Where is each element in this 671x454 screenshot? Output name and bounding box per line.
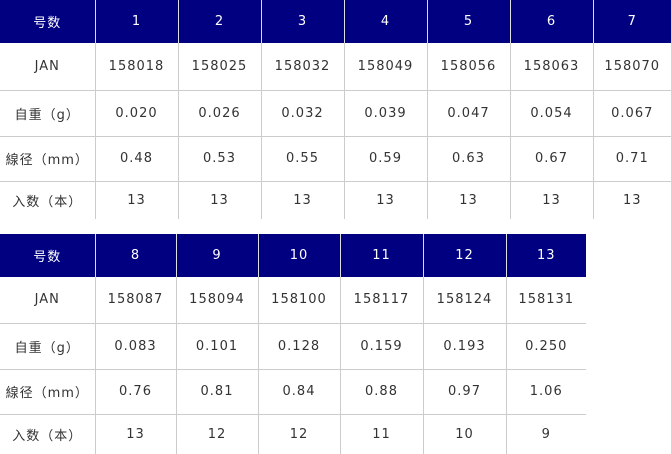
row-label-cell: 入数（本） — [0, 181, 96, 219]
value-cell: 0.48 — [95, 136, 179, 182]
value-cell: 0.88 — [340, 369, 424, 415]
value-cell: 0.101 — [176, 323, 259, 370]
value-cell: 13 — [510, 181, 594, 219]
value-cell: 0.63 — [427, 136, 511, 182]
value-cell: 158032 — [261, 43, 345, 91]
table-row: 自重（g） 0.020 0.026 0.032 0.039 0.047 0.054 0.067 — [0, 90, 671, 137]
value-cell: 0.53 — [178, 136, 262, 182]
size-number-cell: 9 — [176, 234, 259, 277]
value-cell: 0.032 — [261, 90, 345, 137]
table-row: JAN 158018 158025 158032 158049 158056 158063 1… — [0, 43, 671, 91]
value-cell: 158124 — [423, 277, 507, 324]
value-cell: 158131 — [506, 277, 586, 324]
row-label-cell: 自重（g） — [0, 90, 96, 137]
value-cell: 0.083 — [95, 323, 177, 370]
value-cell: 0.84 — [258, 369, 341, 415]
value-cell: 0.128 — [258, 323, 341, 370]
size-number-cell: 10 — [258, 234, 341, 277]
value-cell: 11 — [340, 414, 424, 454]
value-cell: 0.55 — [261, 136, 345, 182]
value-cell: 158049 — [344, 43, 428, 91]
table-row: 入数（本） 13 13 13 13 13 13 13 — [0, 181, 671, 219]
value-cell: 12 — [176, 414, 259, 454]
row-label-cell: 自重（g） — [0, 323, 96, 370]
value-cell: 0.047 — [427, 90, 511, 137]
value-cell: 13 — [622, 192, 642, 208]
size-number-cell: 3 — [261, 0, 345, 43]
row-label-cell: JAN — [0, 43, 96, 91]
table-row: 自重（g） 0.083 0.101 0.128 0.159 0.193 0.250 — [0, 323, 586, 370]
size-number-cell: 13 — [506, 234, 586, 277]
value-cell: 13 — [95, 414, 177, 454]
size-number-cell: 7 — [593, 0, 671, 43]
size-number-cell: 4 — [344, 0, 428, 43]
value-cell: 0.020 — [95, 90, 179, 137]
value-cell: 0.67 — [510, 136, 594, 182]
value-cell: 0.159 — [340, 323, 424, 370]
value-cell: 0.76 — [95, 369, 177, 415]
value-cell: 10 — [423, 414, 507, 454]
value-cell: 0.81 — [176, 369, 259, 415]
value-cell: 158117 — [340, 277, 424, 324]
header-label-cell: 号数 — [0, 0, 96, 43]
value-cell: 158063 — [510, 43, 594, 91]
value-cell: 13 — [427, 181, 511, 219]
value-cell: 13 — [261, 181, 345, 219]
row-label-cell: 入数（本） — [0, 414, 96, 454]
value-cell: 158070 — [593, 43, 671, 91]
row-label-cell: 線径（mm） — [0, 136, 96, 182]
value-cell: 13 — [95, 181, 179, 219]
size-number-cell: 6 — [510, 0, 594, 43]
row-label-cell: 線径（mm） — [0, 369, 96, 415]
header-label-cell: 号数 — [0, 234, 96, 277]
header-row: 号数 1 2 3 4 5 6 7 — [0, 0, 671, 43]
header-row: 号数 8 9 10 11 12 13 — [0, 234, 586, 277]
value-cell: 158087 — [95, 277, 177, 324]
value-cell: 0.71 — [593, 136, 671, 182]
spec-table-2: 号数 8 9 10 11 12 13 JAN 158087 158094 158100 158117 1… — [0, 234, 586, 454]
size-number-cell: 8 — [95, 234, 177, 277]
value-cell: 0.193 — [423, 323, 507, 370]
value-cell: 0.97 — [423, 369, 507, 415]
value-cell: 158056 — [427, 43, 511, 91]
size-number-cell: 5 — [427, 0, 511, 43]
value-cell: 158100 — [258, 277, 341, 324]
table-row: 線径（mm） 0.76 0.81 0.84 0.88 0.97 1.06 — [0, 369, 586, 415]
table-row: 線径（mm） 0.48 0.53 0.55 0.59 0.63 0.67 0.71 — [0, 136, 671, 182]
value-cell: 12 — [258, 414, 341, 454]
value-cell: 0.250 — [506, 323, 586, 370]
value-cell: 0.054 — [510, 90, 594, 137]
value-cell: 9 — [541, 426, 551, 442]
value-cell: 0.026 — [178, 90, 262, 137]
value-cell: 0.039 — [344, 90, 428, 137]
spec-table-1: 号数 1 2 3 4 5 6 7 JAN 158018 158025 158032 158049 1580… — [0, 0, 671, 219]
value-cell: 158094 — [176, 277, 259, 324]
value-cell: 13 — [178, 181, 262, 219]
row-label-cell: JAN — [0, 277, 96, 324]
size-number-cell: 11 — [340, 234, 424, 277]
value-cell: 1.06 — [506, 369, 586, 415]
value-cell: 158018 — [95, 43, 179, 91]
table-row: JAN 158087 158094 158100 158117 158124 158131 — [0, 277, 586, 324]
value-cell: 0.59 — [344, 136, 428, 182]
size-number-cell: 2 — [178, 0, 262, 43]
table-row: 入数（本） 13 12 12 11 10 9 — [0, 414, 586, 454]
size-number-cell: 1 — [95, 0, 179, 43]
size-number-cell: 12 — [423, 234, 507, 277]
value-cell: 13 — [344, 181, 428, 219]
value-cell: 158025 — [178, 43, 262, 91]
value-cell: 0.067 — [593, 90, 671, 137]
